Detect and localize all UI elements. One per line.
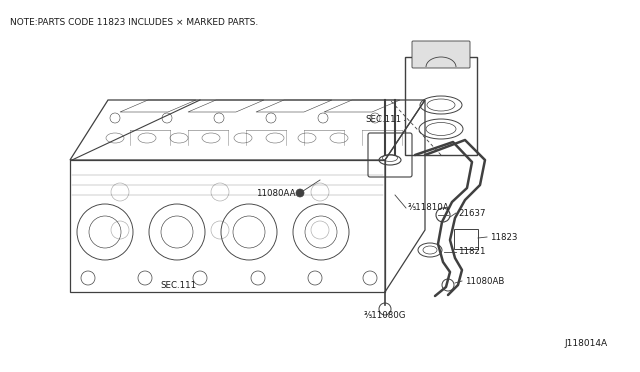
- FancyBboxPatch shape: [412, 41, 470, 68]
- Text: 11821: 11821: [458, 247, 486, 257]
- Bar: [405, 57, 477, 155]
- Text: 21637: 21637: [458, 208, 486, 218]
- Text: 11080AA: 11080AA: [257, 189, 296, 198]
- Text: SEC.111: SEC.111: [160, 280, 196, 289]
- Text: NOTE:PARTS CODE 11823 INCLUDES × MARKED PARTS.: NOTE:PARTS CODE 11823 INCLUDES × MARKED …: [10, 18, 259, 27]
- Text: ⅗11080G: ⅗11080G: [364, 311, 406, 320]
- Text: 11823: 11823: [490, 232, 518, 241]
- Text: ⅗11810A: ⅗11810A: [408, 203, 450, 212]
- Text: SEC.111: SEC.111: [366, 115, 402, 125]
- Text: J118014A: J118014A: [565, 339, 608, 348]
- Text: 11080AB: 11080AB: [465, 276, 504, 285]
- Circle shape: [296, 189, 304, 197]
